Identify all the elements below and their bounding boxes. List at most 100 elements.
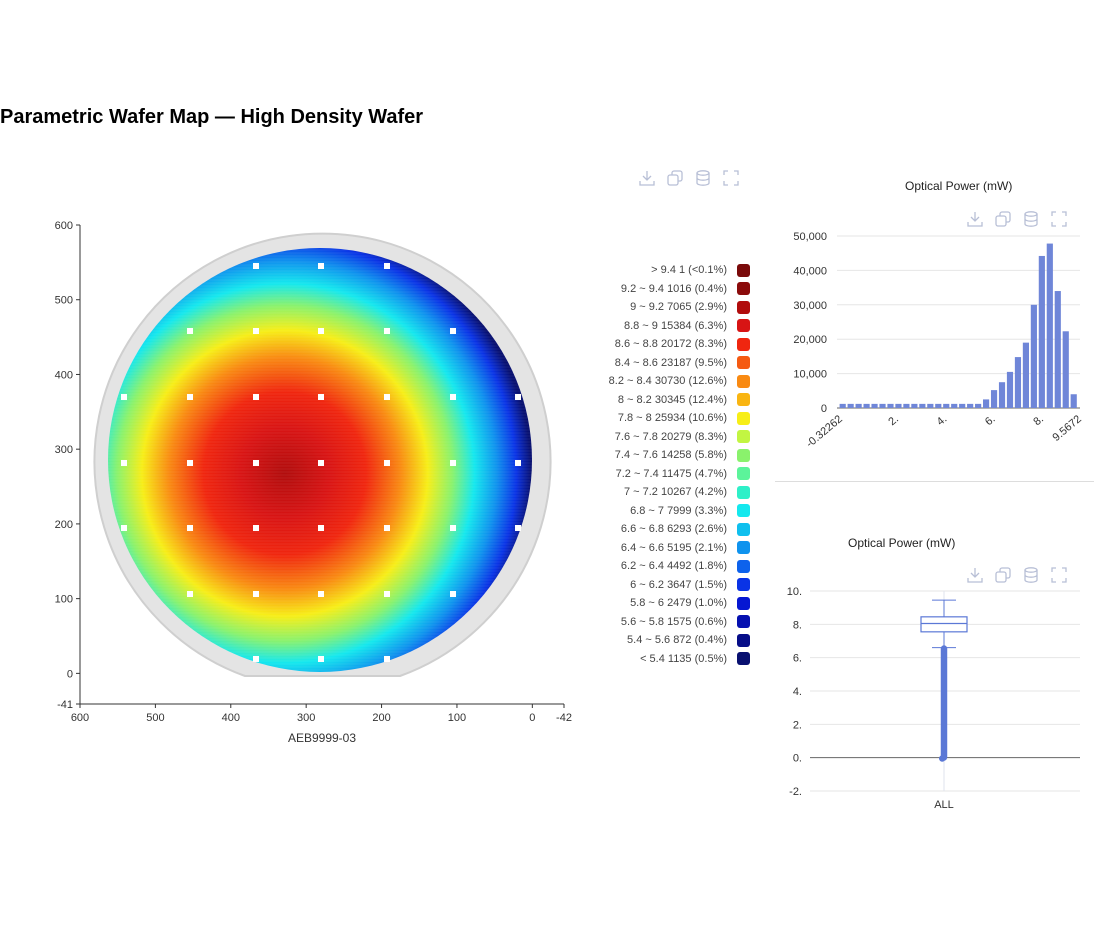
hist-bar[interactable] bbox=[983, 399, 990, 408]
fullscreen-icon[interactable] bbox=[1050, 210, 1068, 228]
download-icon[interactable] bbox=[966, 210, 984, 228]
hist-bar[interactable] bbox=[919, 403, 926, 408]
legend-item[interactable]: 7.6 ~ 7.8 20279 (8.3%) bbox=[600, 428, 750, 447]
download-icon[interactable] bbox=[638, 169, 656, 187]
legend-item-label: < 5.4 1135 (0.5%) bbox=[640, 652, 727, 665]
histogram-title: Optical Power (mW) bbox=[905, 179, 1013, 193]
legend-swatch bbox=[737, 504, 750, 518]
hist-bar[interactable] bbox=[943, 403, 950, 408]
hist-bar[interactable] bbox=[879, 403, 886, 408]
hist-bar[interactable] bbox=[1014, 357, 1022, 408]
die-marker bbox=[384, 394, 390, 400]
fullscreen-icon[interactable] bbox=[722, 169, 740, 187]
hist-bar[interactable] bbox=[871, 403, 878, 408]
hist-bar[interactable] bbox=[1038, 255, 1045, 408]
legend-item[interactable]: 6.8 ~ 7 7999 (3.3%) bbox=[600, 502, 750, 521]
hist-bar[interactable] bbox=[927, 403, 934, 408]
hist-bar[interactable] bbox=[895, 403, 902, 408]
hist-bar[interactable] bbox=[990, 390, 998, 408]
database-icon[interactable] bbox=[1022, 210, 1040, 228]
legend-item[interactable]: 6.4 ~ 6.6 5195 (2.1%) bbox=[600, 539, 750, 558]
wafer-x-tick-label: 100 bbox=[448, 712, 466, 724]
wafer-y-tick-label: 300 bbox=[55, 444, 73, 456]
hist-bar[interactable] bbox=[855, 403, 862, 408]
legend-item[interactable]: 5.6 ~ 5.8 1575 (0.6%) bbox=[600, 613, 750, 632]
hist-bar[interactable] bbox=[1030, 304, 1037, 408]
hist-bar[interactable] bbox=[951, 403, 958, 408]
hist-bar[interactable] bbox=[935, 403, 942, 408]
legend-swatch bbox=[737, 430, 750, 444]
copy-icon[interactable] bbox=[994, 210, 1012, 228]
copy-icon[interactable] bbox=[994, 566, 1012, 584]
hist-bar[interactable] bbox=[998, 382, 1006, 408]
database-icon[interactable] bbox=[694, 169, 712, 187]
legend-item[interactable]: 8.2 ~ 8.4 30730 (12.6%) bbox=[600, 372, 750, 391]
legend-item[interactable]: 7.2 ~ 7.4 11475 (4.7%) bbox=[600, 465, 750, 484]
hist-bar[interactable] bbox=[1062, 331, 1069, 408]
hist-bar[interactable] bbox=[967, 403, 974, 408]
database-icon[interactable] bbox=[1022, 566, 1040, 584]
legend-item[interactable]: > 9.4 1 (<0.1%) bbox=[600, 261, 750, 280]
legend-item[interactable]: 8 ~ 8.2 30345 (12.4%) bbox=[600, 391, 750, 410]
legend-item[interactable]: 6.2 ~ 6.4 4492 (1.8%) bbox=[600, 557, 750, 576]
die-marker bbox=[450, 328, 456, 334]
die-marker bbox=[253, 460, 259, 466]
hist-bar[interactable] bbox=[863, 403, 870, 408]
hist-bar[interactable] bbox=[1022, 342, 1029, 408]
hist-bar[interactable] bbox=[1006, 371, 1014, 408]
legend-item[interactable]: 9.2 ~ 9.4 1016 (0.4%) bbox=[600, 280, 750, 299]
wafer-x-tick-label: 200 bbox=[372, 712, 390, 724]
download-icon[interactable] bbox=[966, 566, 984, 584]
hist-bar[interactable] bbox=[1070, 394, 1077, 408]
legend-item[interactable]: 6 ~ 6.2 3647 (1.5%) bbox=[600, 576, 750, 595]
legend-item[interactable]: 8.4 ~ 8.6 23187 (9.5%) bbox=[600, 354, 750, 373]
legend-item[interactable]: 9 ~ 9.2 7065 (2.9%) bbox=[600, 298, 750, 317]
legend-item-label: 7.8 ~ 8 25934 (10.6%) bbox=[617, 412, 727, 425]
box-y-tick-label: 0. bbox=[793, 753, 802, 765]
legend-item[interactable]: 5.4 ~ 5.6 872 (0.4%) bbox=[600, 631, 750, 650]
die-marker bbox=[187, 460, 193, 466]
hist-bar[interactable] bbox=[1046, 243, 1053, 408]
die-marker bbox=[187, 591, 193, 597]
wafer-x-tick-label: 0 bbox=[529, 712, 535, 724]
hist-x-tick-label: -0.32262 bbox=[804, 413, 845, 450]
legend-item[interactable]: 7.4 ~ 7.6 14258 (5.8%) bbox=[600, 446, 750, 465]
box-iqr[interactable] bbox=[920, 616, 968, 633]
die-marker bbox=[121, 394, 127, 400]
legend-item[interactable]: 8.8 ~ 9 15384 (6.3%) bbox=[600, 317, 750, 336]
legend-item-label: 6.2 ~ 6.4 4492 (1.8%) bbox=[620, 560, 727, 573]
legend-item[interactable]: < 5.4 1135 (0.5%) bbox=[600, 650, 750, 669]
hist-x-tick-label: 8. bbox=[1031, 413, 1046, 428]
legend-item[interactable]: 7 ~ 7.2 10267 (4.2%) bbox=[600, 483, 750, 502]
legend-swatch bbox=[737, 319, 750, 333]
legend-item[interactable]: 8.6 ~ 8.8 20172 (8.3%) bbox=[600, 335, 750, 354]
legend-swatch bbox=[737, 559, 750, 573]
legend-item-label: 8.8 ~ 9 15384 (6.3%) bbox=[623, 319, 727, 332]
hist-bar[interactable] bbox=[975, 403, 982, 408]
legend-item[interactable]: 5.8 ~ 6 2479 (1.0%) bbox=[600, 594, 750, 613]
die-marker bbox=[318, 263, 324, 269]
fullscreen-icon[interactable] bbox=[1050, 566, 1068, 584]
hist-bar[interactable] bbox=[911, 403, 918, 408]
hist-bar[interactable] bbox=[959, 403, 966, 408]
hist-bar[interactable] bbox=[847, 403, 854, 408]
hist-bar[interactable] bbox=[1054, 291, 1061, 408]
legend-item[interactable]: 7.8 ~ 8 25934 (10.6%) bbox=[600, 409, 750, 428]
die-marker bbox=[450, 460, 456, 466]
box-outlier bbox=[940, 645, 948, 652]
copy-icon[interactable] bbox=[666, 169, 684, 187]
legend-item[interactable]: 6.6 ~ 6.8 6293 (2.6%) bbox=[600, 520, 750, 539]
legend-swatch bbox=[737, 522, 750, 536]
legend-swatch bbox=[737, 393, 750, 407]
legend-item-label: 6.4 ~ 6.6 5195 (2.1%) bbox=[620, 541, 727, 554]
wafer-x-tick-label: 500 bbox=[146, 712, 164, 724]
wafer-y-tick-label: 0 bbox=[67, 668, 73, 680]
legend-swatch bbox=[737, 448, 750, 462]
box-y-tick-label: 8. bbox=[793, 619, 802, 631]
hist-bar[interactable] bbox=[839, 403, 846, 408]
die-marker bbox=[318, 656, 324, 662]
legend-item-label: 8 ~ 8.2 30345 (12.4%) bbox=[617, 393, 727, 406]
hist-bar[interactable] bbox=[887, 403, 894, 408]
hist-bar[interactable] bbox=[903, 403, 910, 408]
die-marker bbox=[253, 591, 259, 597]
